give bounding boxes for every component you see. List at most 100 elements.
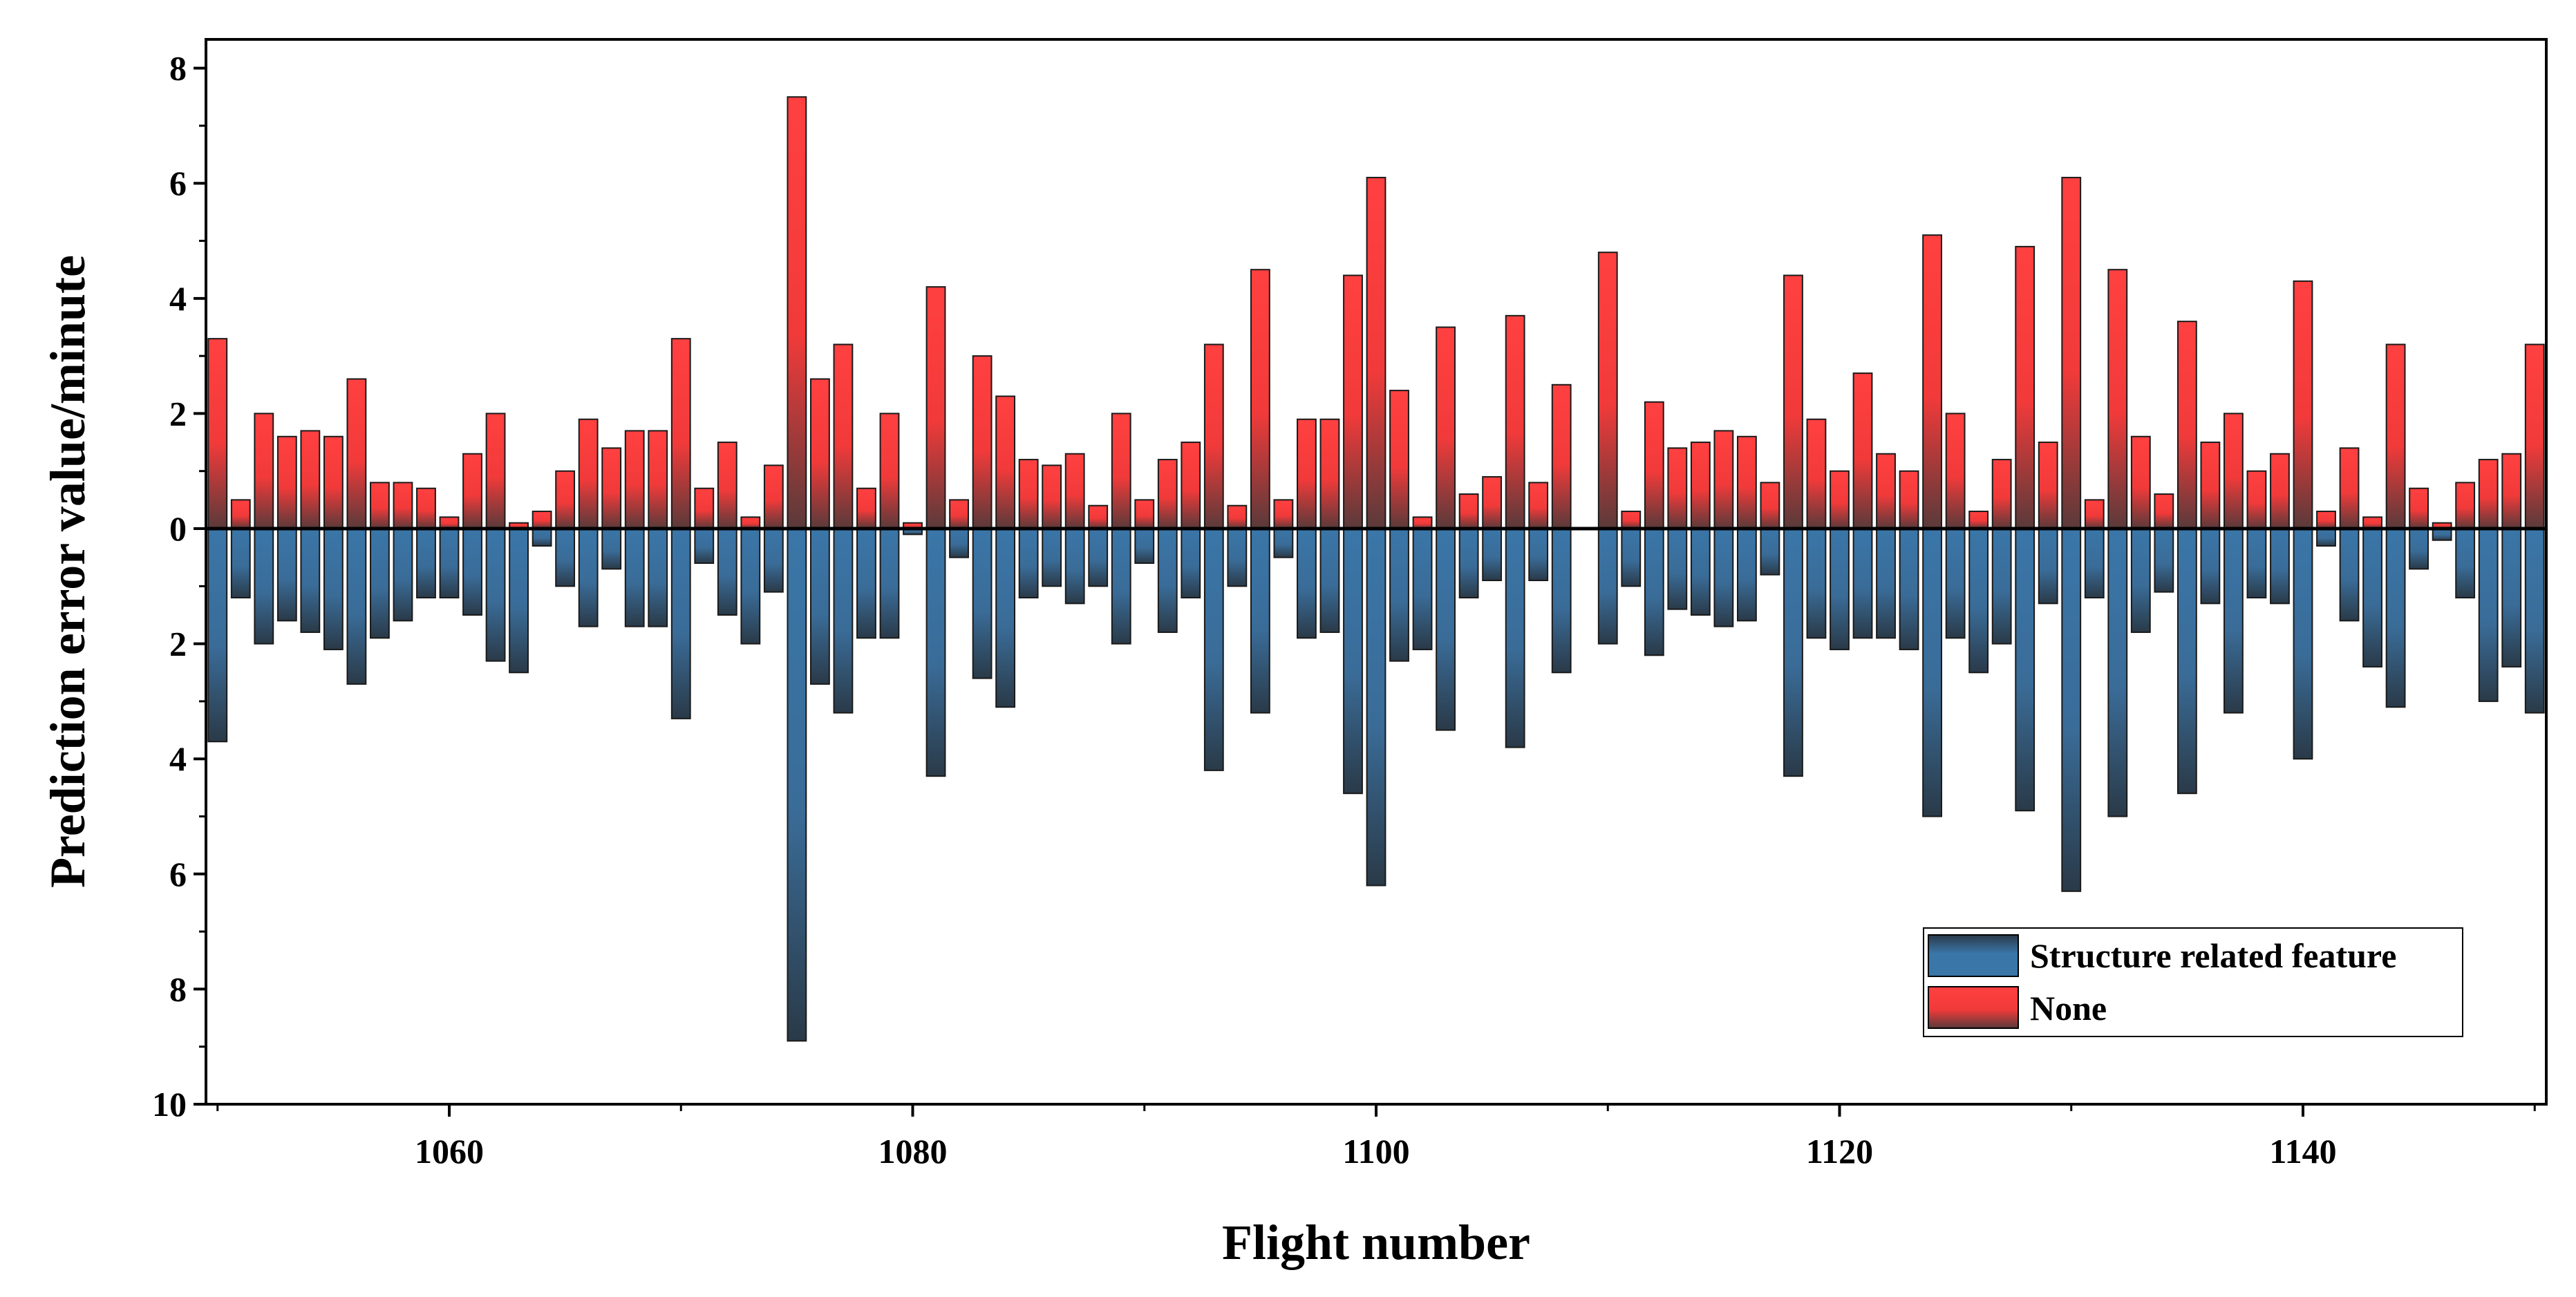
bar-structure-related-feature-1137 [2224, 528, 2244, 714]
bar-structure-related-feature-1075 [787, 528, 807, 1042]
bar-structure-related-feature-1111 [1621, 528, 1642, 587]
bar-structure-related-feature-1099 [1343, 528, 1363, 795]
bar-structure-related-feature-1060 [439, 528, 460, 598]
bar-structure-related-feature-1069 [648, 528, 668, 627]
bar-structure-related-feature-1093 [1203, 528, 1224, 771]
bar-structure-related-feature-1066 [578, 528, 599, 627]
bar-none-1119 [1806, 418, 1827, 530]
bar-structure-related-feature-1147 [2455, 528, 2476, 598]
legend-swatch-none [1928, 986, 2019, 1029]
bar-none-1118 [1783, 274, 1803, 530]
bar-none-1105 [1482, 476, 1503, 530]
bar-none-1149 [2501, 453, 2522, 530]
bar-structure-related-feature-1106 [1505, 528, 1525, 748]
bar-structure-related-feature-1140 [2293, 528, 2313, 760]
bar-none-1091 [1157, 459, 1178, 530]
bar-none-1139 [2270, 453, 2290, 530]
bar-structure-related-feature-1127 [1991, 528, 2012, 645]
bar-structure-related-feature-1082 [949, 528, 969, 558]
bar-none-1122 [1876, 453, 1896, 530]
bar-none-1107 [1528, 482, 1549, 530]
bar-none-1096 [1273, 499, 1294, 530]
bar-structure-related-feature-1105 [1482, 528, 1503, 582]
y-tick-label: 4 [169, 739, 187, 778]
bar-none-1106 [1505, 314, 1525, 530]
bar-structure-related-feature-1057 [370, 528, 390, 639]
bar-none-1059 [416, 487, 436, 530]
bar-none-1113 [1667, 447, 1688, 530]
bar-none-1078 [856, 487, 876, 530]
bar-none-1062 [485, 413, 506, 530]
bar-none-1120 [1830, 470, 1850, 530]
bar-none-1052 [254, 413, 274, 530]
bar-structure-related-feature-1135 [2177, 528, 2197, 795]
bar-structure-related-feature-1054 [300, 528, 321, 633]
y-axis: 8 6 4 2 0 2 4 6 8 10 [152, 49, 206, 1124]
y-tick-label: 6 [169, 855, 187, 893]
bar-structure-related-feature-1079 [879, 528, 900, 639]
legend-swatch-structure [1928, 934, 2019, 977]
bar-structure-related-feature-1134 [2154, 528, 2174, 593]
bar-none-1067 [601, 447, 622, 530]
bar-structure-related-feature-1121 [1852, 528, 1873, 639]
bar-structure-related-feature-1120 [1830, 528, 1850, 650]
bar-none-1074 [763, 464, 784, 530]
bar-none-1095 [1250, 269, 1270, 530]
bar-structure-related-feature-1095 [1250, 528, 1270, 714]
legend-label-none: None [2030, 989, 2107, 1028]
bar-structure-related-feature-1119 [1806, 528, 1827, 639]
bar-none-1140 [2293, 280, 2313, 530]
y-tick-label: 2 [169, 625, 187, 663]
bar-none-1057 [370, 482, 390, 530]
bar-none-1110 [1597, 252, 1618, 530]
y-tick-label: 8 [169, 969, 187, 1008]
bar-none-1114 [1690, 442, 1711, 530]
bar-structure-related-feature-1076 [810, 528, 830, 685]
bar-none-1134 [2154, 493, 2174, 530]
legend-label-structure: Structure related feature [2030, 936, 2396, 975]
bar-structure-related-feature-1124 [1922, 528, 1942, 817]
bar-none-1148 [2478, 459, 2499, 530]
bar-none-1117 [1760, 482, 1780, 530]
bar-none-1115 [1713, 430, 1734, 530]
bar-structure-related-feature-1056 [346, 528, 367, 685]
bar-none-1099 [1343, 274, 1363, 530]
bar-none-1089 [1111, 413, 1131, 530]
bar-none-1108 [1551, 384, 1572, 530]
bar-none-1111 [1621, 511, 1642, 530]
bar-structure-related-feature-1141 [2316, 528, 2336, 547]
bar-structure-related-feature-1096 [1273, 528, 1294, 558]
bar-none-1112 [1644, 401, 1664, 530]
y-tick-label: 10 [152, 1085, 187, 1124]
bar-structure-related-feature-1068 [624, 528, 645, 627]
bar-structure-related-feature-1053 [276, 528, 297, 622]
bar-none-1085 [1018, 459, 1039, 530]
bar-structure-related-feature-1102 [1412, 528, 1433, 650]
x-tick-label: 1120 [1806, 1132, 1873, 1171]
bar-structure-related-feature-1059 [416, 528, 436, 598]
bar-structure-related-feature-1148 [2478, 528, 2499, 702]
x-tick-label: 1080 [878, 1132, 948, 1171]
bar-none-1081 [925, 286, 946, 530]
bar-structure-related-feature-1058 [393, 528, 413, 622]
bar-structure-related-feature-1112 [1644, 528, 1664, 656]
series-structure-related-feature [207, 528, 2545, 1042]
bar-structure-related-feature-1085 [1018, 528, 1039, 598]
bar-none-1126 [1968, 511, 1989, 530]
x-axis-title: Flight number [1222, 1215, 1530, 1270]
bar-none-1051 [230, 499, 251, 530]
bar-structure-related-feature-1104 [1458, 528, 1479, 598]
bar-structure-related-feature-1115 [1713, 528, 1734, 627]
y-tick-label: 8 [169, 49, 187, 88]
bar-structure-related-feature-1125 [1945, 528, 1966, 639]
bar-structure-related-feature-1061 [462, 528, 482, 616]
bar-none-1066 [578, 418, 599, 530]
bar-none-1135 [2177, 321, 2197, 530]
y-tick-label: 4 [169, 279, 187, 318]
bar-none-1076 [810, 378, 830, 530]
bar-none-1104 [1458, 493, 1479, 530]
bar-structure-related-feature-1101 [1389, 528, 1409, 662]
bar-none-1075 [787, 96, 807, 530]
bar-structure-related-feature-1086 [1042, 528, 1062, 587]
bar-structure-related-feature-1073 [740, 528, 761, 645]
